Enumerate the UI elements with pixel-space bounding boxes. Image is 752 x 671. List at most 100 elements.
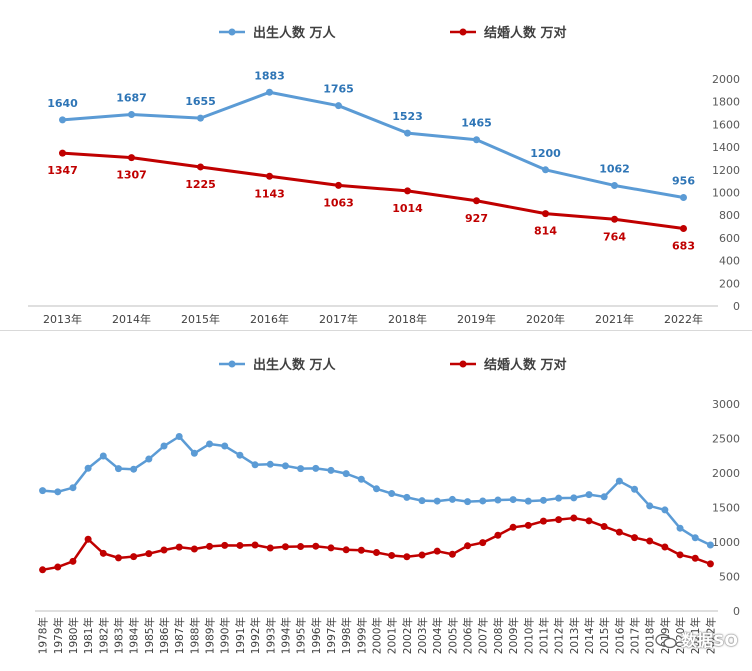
y-tick-label: 600 — [719, 232, 740, 245]
data-point — [570, 514, 578, 522]
data-label: 1347 — [47, 164, 78, 177]
data-point — [509, 523, 517, 531]
data-point — [524, 497, 532, 505]
data-point — [128, 111, 135, 119]
data-label: 1014 — [392, 202, 423, 215]
legend-label-0: 出生人数 万人 — [253, 25, 337, 41]
x-tick-label: 1991年 — [234, 617, 247, 654]
data-point — [542, 166, 549, 174]
data-point — [494, 531, 502, 539]
x-tick-label: 2014年 — [112, 312, 151, 326]
data-label: 1655 — [185, 95, 216, 108]
y-tick-label: 1800 — [712, 96, 740, 109]
data-point — [676, 524, 684, 532]
data-label: 1883 — [254, 69, 285, 82]
data-point — [236, 451, 244, 459]
data-label: 1225 — [185, 178, 216, 191]
data-point — [403, 493, 411, 501]
data-point — [69, 557, 77, 565]
y-tick-label: 1600 — [712, 118, 740, 131]
data-point — [585, 517, 593, 525]
data-point — [160, 546, 168, 554]
data-point — [335, 102, 342, 110]
x-tick-label: 2004年 — [431, 617, 444, 654]
data-point — [418, 551, 426, 559]
series-1 — [39, 514, 714, 574]
data-label: 1765 — [323, 83, 354, 96]
y-tick-label: 1000 — [712, 536, 740, 549]
wechat-icon — [655, 633, 677, 649]
data-point — [54, 488, 62, 496]
watermark-text: 数据SO — [680, 631, 738, 650]
data-point — [266, 544, 274, 552]
data-point — [539, 496, 547, 504]
data-point — [404, 187, 411, 195]
x-tick-label: 1978年 — [37, 617, 50, 654]
y-tick-label: 200 — [719, 277, 740, 290]
data-point — [555, 494, 563, 502]
data-point — [297, 543, 305, 551]
x-tick-label: 2014年 — [583, 617, 596, 654]
x-tick-label: 2015年 — [598, 617, 611, 654]
data-point — [206, 440, 214, 448]
data-point — [130, 465, 138, 473]
data-point — [59, 116, 66, 124]
x-tick-label: 1996年 — [310, 617, 323, 654]
data-point — [281, 543, 289, 551]
x-tick-label: 2018年 — [644, 617, 657, 654]
x-tick-label: 2020年 — [526, 312, 565, 326]
data-label: 1063 — [323, 196, 354, 209]
data-point — [418, 497, 426, 505]
x-tick-label: 2005年 — [446, 617, 459, 654]
data-label: 1640 — [47, 97, 78, 110]
data-point — [357, 546, 365, 554]
data-point — [39, 487, 47, 495]
x-tick-label: 2017年 — [629, 617, 642, 654]
x-tick-label: 2016年 — [250, 312, 289, 326]
data-point — [691, 534, 699, 542]
data-point — [509, 496, 517, 504]
data-label: 683 — [672, 239, 695, 252]
data-point — [706, 541, 714, 549]
data-point — [600, 493, 608, 501]
data-point — [473, 136, 480, 144]
x-tick-label: 2021年 — [689, 617, 702, 654]
chart-panel-recent: 出生人数 万人 结婚人数 万对 0 200 400 600 800 1000 1200 1400 1… — [0, 0, 752, 331]
data-label: 956 — [672, 174, 695, 187]
data-point — [404, 129, 411, 137]
x-tick-label: 1988年 — [188, 617, 201, 654]
data-point — [342, 546, 350, 554]
y-tick-label: 1000 — [712, 187, 740, 200]
chart-panel-historical: 出生人数 万人 结婚人数 万对 0 500 1000 1500 2000 2500 3000 19… — [0, 334, 752, 667]
x-tick-label: 2001年 — [386, 617, 399, 654]
line-chart-2013-2022: 出生人数 万人 结婚人数 万对 0 200 400 600 800 1000 1200 1400 1… — [28, 25, 740, 326]
data-point — [99, 452, 107, 460]
data-point — [69, 484, 77, 492]
legend-label-1: 结婚人数 万对 — [484, 357, 567, 373]
y-tick-label: 2500 — [712, 433, 740, 446]
data-point — [114, 465, 122, 473]
x-tick-label: 2002年 — [401, 617, 414, 654]
y-tick-label: 2000 — [712, 467, 740, 480]
y-tick-label: 800 — [719, 209, 740, 222]
y-tick-label: 1500 — [712, 502, 740, 515]
data-point — [433, 547, 441, 555]
y-tick-label: 1400 — [712, 141, 740, 154]
x-tick-label: 1995年 — [295, 617, 308, 654]
data-point — [175, 432, 183, 440]
data-point — [680, 224, 687, 232]
data-point — [335, 181, 342, 189]
data-point — [266, 88, 273, 96]
y-tick-label: 500 — [719, 571, 740, 584]
data-point — [281, 462, 289, 470]
x-tick-label: 1980年 — [67, 617, 80, 654]
data-label: 814 — [534, 225, 557, 238]
x-tick-label: 2013年 — [568, 617, 581, 654]
x-tick-label: 1984年 — [128, 617, 141, 654]
data-point — [160, 442, 168, 450]
x-tick-label: 2022年 — [664, 312, 703, 326]
legend-label-0: 出生人数 万人 — [253, 357, 337, 373]
data-point — [600, 522, 608, 530]
data-point — [197, 163, 204, 171]
data-label: 927 — [465, 212, 488, 225]
